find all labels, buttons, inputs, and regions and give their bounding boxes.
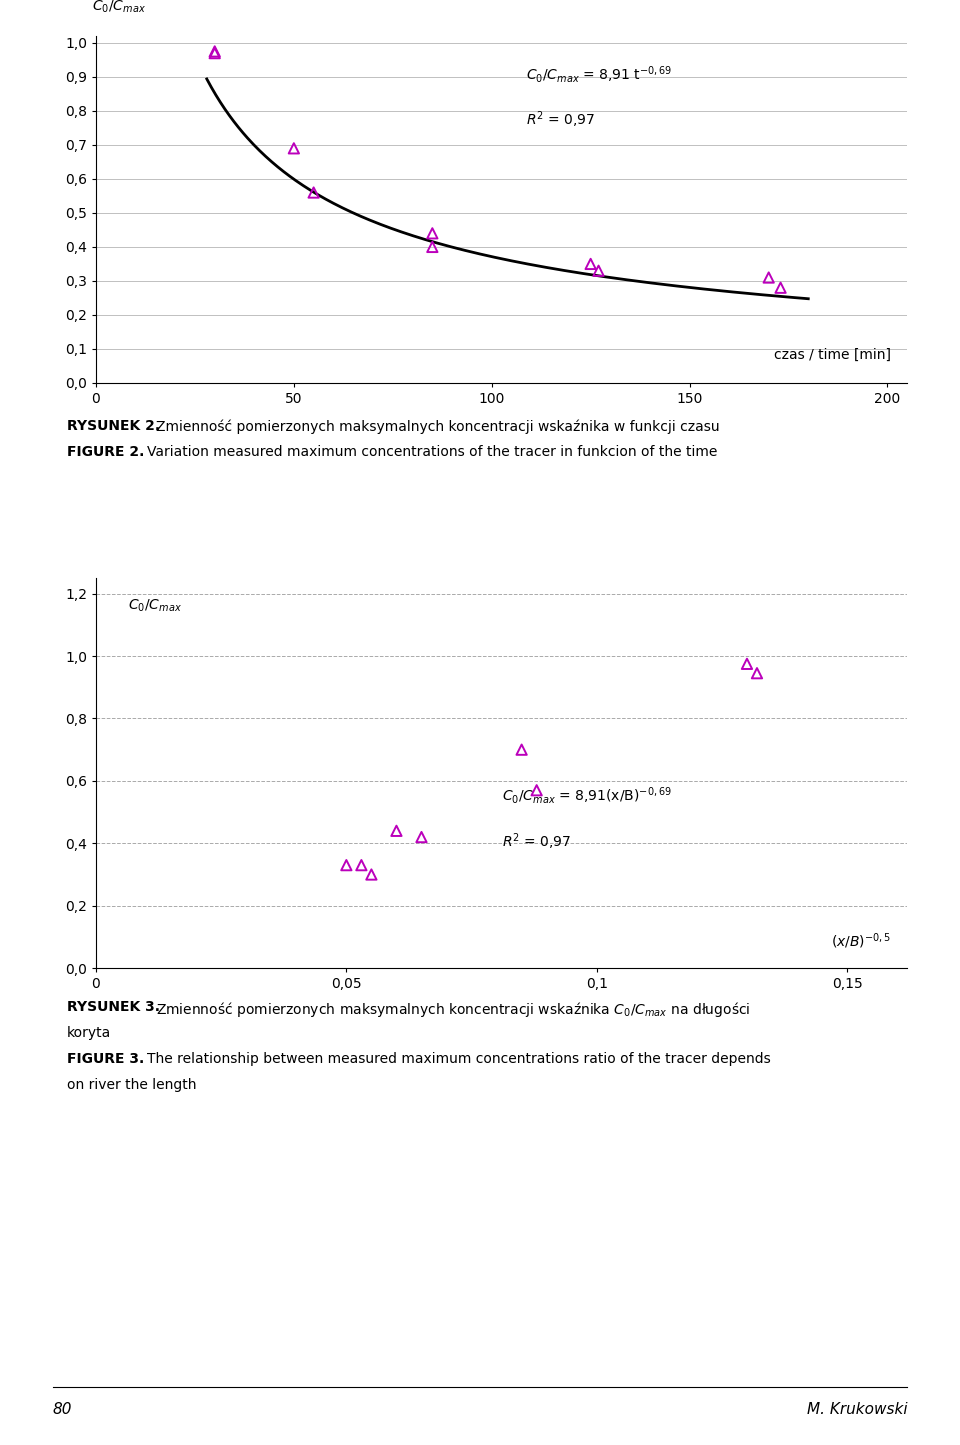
Point [529,779,544,802]
Point [207,40,223,64]
Text: $C_0/C_{max}$ = 8,91 t$^{-0,69}$: $C_0/C_{max}$ = 8,91 t$^{-0,69}$ [526,64,672,85]
Text: $(x/B)^{-0,5}$: $(x/B)^{-0,5}$ [831,931,891,951]
Point [306,181,322,204]
Text: The relationship between measured maximum concentrations ratio of the tracer dep: The relationship between measured maximu… [147,1052,771,1066]
Text: $C_0/C_{max}$: $C_0/C_{max}$ [92,0,146,16]
Text: 80: 80 [53,1402,72,1416]
Text: RYSUNEK 3.: RYSUNEK 3. [67,1000,160,1014]
Point [389,819,404,842]
Text: $R^2$ = 0,97: $R^2$ = 0,97 [526,108,595,130]
Point [739,652,755,675]
Point [424,236,440,259]
Text: FIGURE 3.: FIGURE 3. [67,1052,144,1066]
Point [353,854,369,877]
Text: $C_0/C_{max}$: $C_0/C_{max}$ [129,598,182,614]
Point [761,266,777,289]
Text: $R^2$ = 0,97: $R^2$ = 0,97 [501,832,571,853]
Text: on river the length: on river the length [67,1078,197,1092]
Point [286,137,301,160]
Text: $C_0/C_{max}$ = 8,91(x/B)$^{-0,69}$: $C_0/C_{max}$ = 8,91(x/B)$^{-0,69}$ [501,785,671,806]
Point [364,863,379,886]
Text: M. Krukowski: M. Krukowski [806,1402,907,1416]
Text: Variation measured maximum concentrations of the tracer in funkcion of the time: Variation measured maximum concentration… [147,445,717,460]
Point [590,259,606,282]
Point [207,42,223,65]
Point [339,854,354,877]
Point [514,738,529,762]
Point [773,276,788,299]
Point [750,662,765,685]
Text: czas / time [min]: czas / time [min] [774,348,891,363]
Text: koryta: koryta [67,1026,111,1040]
Point [424,221,440,244]
Text: Zmienność pomierzonych maksymalnych koncentracji wskaźnika w funkcji czasu: Zmienność pomierzonych maksymalnych konc… [156,419,720,433]
Text: Zmienność pomierzonych maksymalnych koncentracji wskaźnika $C_0/C_{max}$ na dług: Zmienność pomierzonych maksymalnych konc… [156,1000,751,1019]
Point [414,825,429,848]
Point [583,253,598,276]
Text: RYSUNEK 2.: RYSUNEK 2. [67,419,160,433]
Text: FIGURE 2.: FIGURE 2. [67,445,145,460]
